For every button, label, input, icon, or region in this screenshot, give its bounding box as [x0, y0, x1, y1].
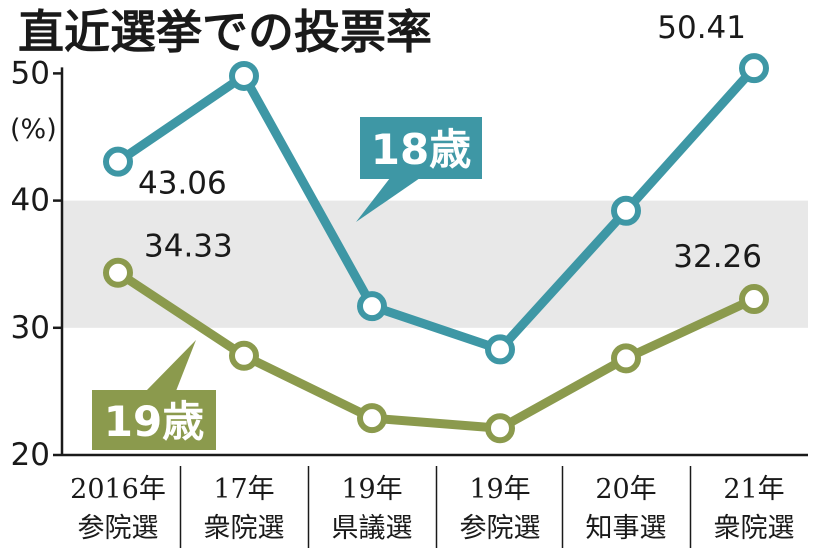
axes [53, 67, 808, 457]
data-label: 34.33 [144, 229, 233, 265]
data-point [357, 291, 387, 322]
data-point [229, 60, 259, 91]
chart-title: 直近選挙での投票率 [18, 5, 432, 59]
category-label-election: 衆院選 [204, 513, 285, 544]
category-label-year: 2016年 [70, 474, 166, 505]
category-label-election: 衆院選 [714, 513, 795, 544]
data-point [739, 284, 769, 315]
y-axis-unit: (%) [10, 114, 57, 145]
category-label-year: 20年 [595, 474, 656, 505]
value-labels: 43.06 50.41 34.33 32.26 [138, 10, 762, 275]
series-line [113, 268, 759, 433]
series-badge [360, 117, 482, 179]
data-point [229, 340, 259, 371]
data-point [485, 413, 515, 444]
badge-pointer [146, 340, 196, 391]
y-tick-label: 20 [11, 437, 50, 473]
highlight-band [62, 200, 808, 328]
y-tick-label: 50 [11, 55, 50, 91]
category-label-year: 17年 [213, 474, 274, 505]
data-point [103, 257, 133, 288]
series-lines [113, 63, 759, 433]
series-badge-label: 18歳 [371, 125, 471, 174]
category-label-year: 19年 [341, 474, 402, 505]
category-label-election: 知事選 [586, 513, 667, 544]
category-label-election: 参院選 [460, 513, 541, 544]
data-point [611, 195, 641, 226]
y-tick-label: 40 [11, 183, 50, 219]
data-point [357, 403, 387, 434]
data-point [103, 146, 133, 177]
data-point [739, 53, 769, 84]
series-badge [92, 390, 216, 450]
category-label-election: 参院選 [78, 513, 159, 544]
y-tick-labels: 50 40 30 20 [11, 55, 50, 473]
series-line [113, 63, 759, 354]
data-label: 43.06 [138, 166, 227, 202]
category-label-year: 19年 [469, 474, 530, 505]
category-label-election: 県議選 [332, 513, 413, 544]
category-label-year: 21年 [723, 474, 784, 505]
data-label: 32.26 [673, 239, 762, 275]
y-tick-label: 30 [11, 310, 50, 346]
data-label: 50.41 [657, 10, 746, 46]
series-badges: 18歳 19歳 [92, 117, 482, 450]
series-badge-label: 19歳 [104, 397, 204, 446]
badge-pointer [356, 178, 420, 222]
series-points [103, 53, 769, 444]
data-point [485, 334, 515, 365]
data-point [611, 343, 641, 374]
